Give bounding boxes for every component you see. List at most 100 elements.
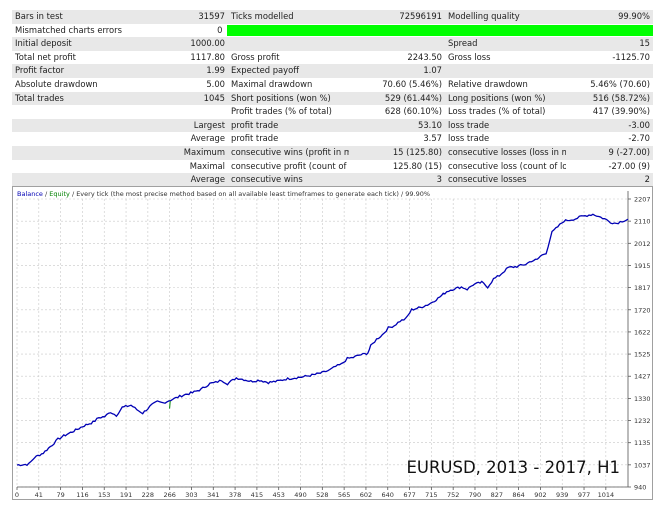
equity-line — [169, 401, 171, 409]
report-value: 125.80 (15) — [392, 160, 442, 171]
report-row: Mismatched charts errors 0 — [12, 24, 653, 38]
report-value: 15 — [639, 38, 650, 49]
y-tick-label: 1232 — [634, 417, 651, 425]
report-value: Largest — [193, 119, 225, 130]
report-value: 70.60 (5.46%) — [382, 78, 442, 89]
report-value: -27.00 (9) — [608, 160, 650, 171]
report-value — [133, 105, 228, 119]
modelling-quality-bar — [225, 24, 653, 38]
y-tick-label: 940 — [634, 484, 646, 492]
report-value: 529 (61.44%) — [384, 92, 442, 103]
report-label — [12, 119, 133, 133]
report-label: consecutive wins (profit in mon... — [231, 146, 349, 157]
x-tick-label: 153 — [98, 491, 110, 499]
x-tick-label: 303 — [185, 491, 197, 499]
y-tick-label: 2110 — [634, 218, 651, 226]
balance-chart: 2207 2110 2012 1915 1817 1720 1622 1525 1427 1330… — [12, 186, 653, 500]
y-tick-label: 1622 — [634, 328, 651, 336]
balance-line — [16, 213, 629, 467]
report-row: Average profit trade 3.57 loss trade -2.70 — [12, 132, 653, 146]
report-label: Total net profit — [15, 51, 76, 62]
legend-equity: Equity — [49, 190, 70, 198]
report-label: consecutive loss (count of losses) — [448, 160, 566, 171]
chart-watermark: EURUSD, 2013 - 2017, H1 — [406, 458, 620, 477]
report-row: Largest profit trade 53.10 loss trade -3.00 — [12, 118, 653, 133]
report-value: Average — [190, 174, 225, 185]
report-label: loss trade — [448, 133, 490, 144]
report-value: -3.00 — [628, 119, 650, 130]
x-tick-label: 266 — [163, 491, 175, 499]
report-row: Average consecutive wins 3 consecutive loss… — [12, 173, 653, 187]
report-label: consecutive losses — [448, 174, 527, 185]
report-label: Mismatched charts errors — [15, 24, 122, 35]
report-label: loss trade — [448, 119, 490, 130]
report-row: Total net profit 1117.80 Gross profit 2243.… — [12, 51, 653, 65]
report-label: Absolute drawdown — [15, 78, 98, 89]
legend-balance: Balance — [17, 190, 43, 198]
x-tick-label: 602 — [360, 491, 372, 499]
x-tick-label: 939 — [556, 491, 568, 499]
report-value: 0 — [217, 24, 223, 35]
legend-sep: / — [45, 190, 48, 198]
y-tick-label: 1037 — [634, 461, 651, 469]
report-label: Gross profit — [231, 51, 280, 62]
report-label — [12, 132, 133, 146]
report-label: Expected payoff — [231, 65, 300, 76]
report-value: Maximal — [189, 160, 225, 171]
report-label: profit trade — [231, 119, 279, 130]
report-label: Long positions (won %) — [448, 92, 546, 103]
report-value: 516 (58.72%) — [592, 92, 650, 103]
x-tick-label: 902 — [534, 491, 546, 499]
report-value: 72596191 — [399, 11, 442, 21]
x-tick-label: 0 — [15, 491, 19, 499]
report-value: 417 (39.90%) — [592, 106, 650, 117]
report-value — [349, 37, 445, 51]
report-value: 5.00 — [206, 78, 225, 89]
report-value: 31597 — [198, 11, 225, 21]
chart-frame — [12, 186, 653, 500]
x-tick-label: 228 — [142, 491, 154, 499]
report-value: 15 (125.80) — [392, 146, 442, 157]
y-tick-label: 1720 — [634, 306, 651, 314]
y-tick-label: 1915 — [634, 262, 651, 270]
report-value: -2.70 — [628, 133, 650, 144]
report-label: Gross loss — [448, 51, 491, 62]
report-value: 1.07 — [423, 65, 442, 76]
report-label — [12, 160, 133, 174]
report-value: -1125.70 — [612, 51, 650, 62]
y-axis-ticks: 2207 2110 2012 1915 1817 1720 1622 1525 1427 1330… — [627, 191, 651, 492]
x-tick-label: 490 — [294, 491, 306, 499]
report-label — [445, 64, 566, 78]
report-row: Maximum consecutive wins (profit in mon..… — [12, 145, 653, 160]
report-row: Profit factor 1.99 Expected payoff 1.07 — [12, 64, 653, 78]
test-report-table: Bars in test 31597 Ticks modelled 72596191 M… — [12, 10, 653, 187]
x-tick-label: 790 — [469, 491, 481, 499]
report-value: 1.99 — [206, 65, 225, 76]
x-tick-label: 715 — [425, 491, 437, 499]
report-label: Total trades — [15, 92, 64, 103]
chart-lines — [16, 213, 629, 467]
x-tick-label: 528 — [316, 491, 328, 499]
report-label: Spread — [448, 38, 478, 49]
x-tick-label: 341 — [207, 491, 219, 499]
report-label — [228, 37, 349, 51]
x-tick-label: 1014 — [598, 491, 615, 499]
report-label: Ticks modelled — [231, 11, 294, 21]
report-value — [566, 64, 653, 78]
report-row: Absolute drawdown 5.00 Maximal drawdown 70.… — [12, 78, 653, 92]
report-label: Maximal drawdown — [231, 78, 313, 89]
report-value: Average — [190, 133, 225, 144]
y-tick-label: 1135 — [634, 439, 651, 447]
x-tick-label: 827 — [491, 491, 503, 499]
report-row: Profit trades (% of total) 628 (60.10%) Lo… — [12, 105, 653, 119]
y-tick-label: 2207 — [634, 196, 651, 204]
report-label: consecutive wins — [231, 174, 303, 185]
x-tick-label: 752 — [447, 491, 459, 499]
x-tick-label: 640 — [382, 491, 394, 499]
y-tick-label: 1817 — [634, 284, 651, 292]
report-label: Relative drawdown — [448, 78, 528, 89]
report-value: 9 (-27.00) — [608, 146, 650, 157]
report-row: Maximal consecutive profit (count of wins… — [12, 160, 653, 174]
x-tick-label: 378 — [229, 491, 241, 499]
report-label: Short positions (won %) — [231, 92, 331, 103]
